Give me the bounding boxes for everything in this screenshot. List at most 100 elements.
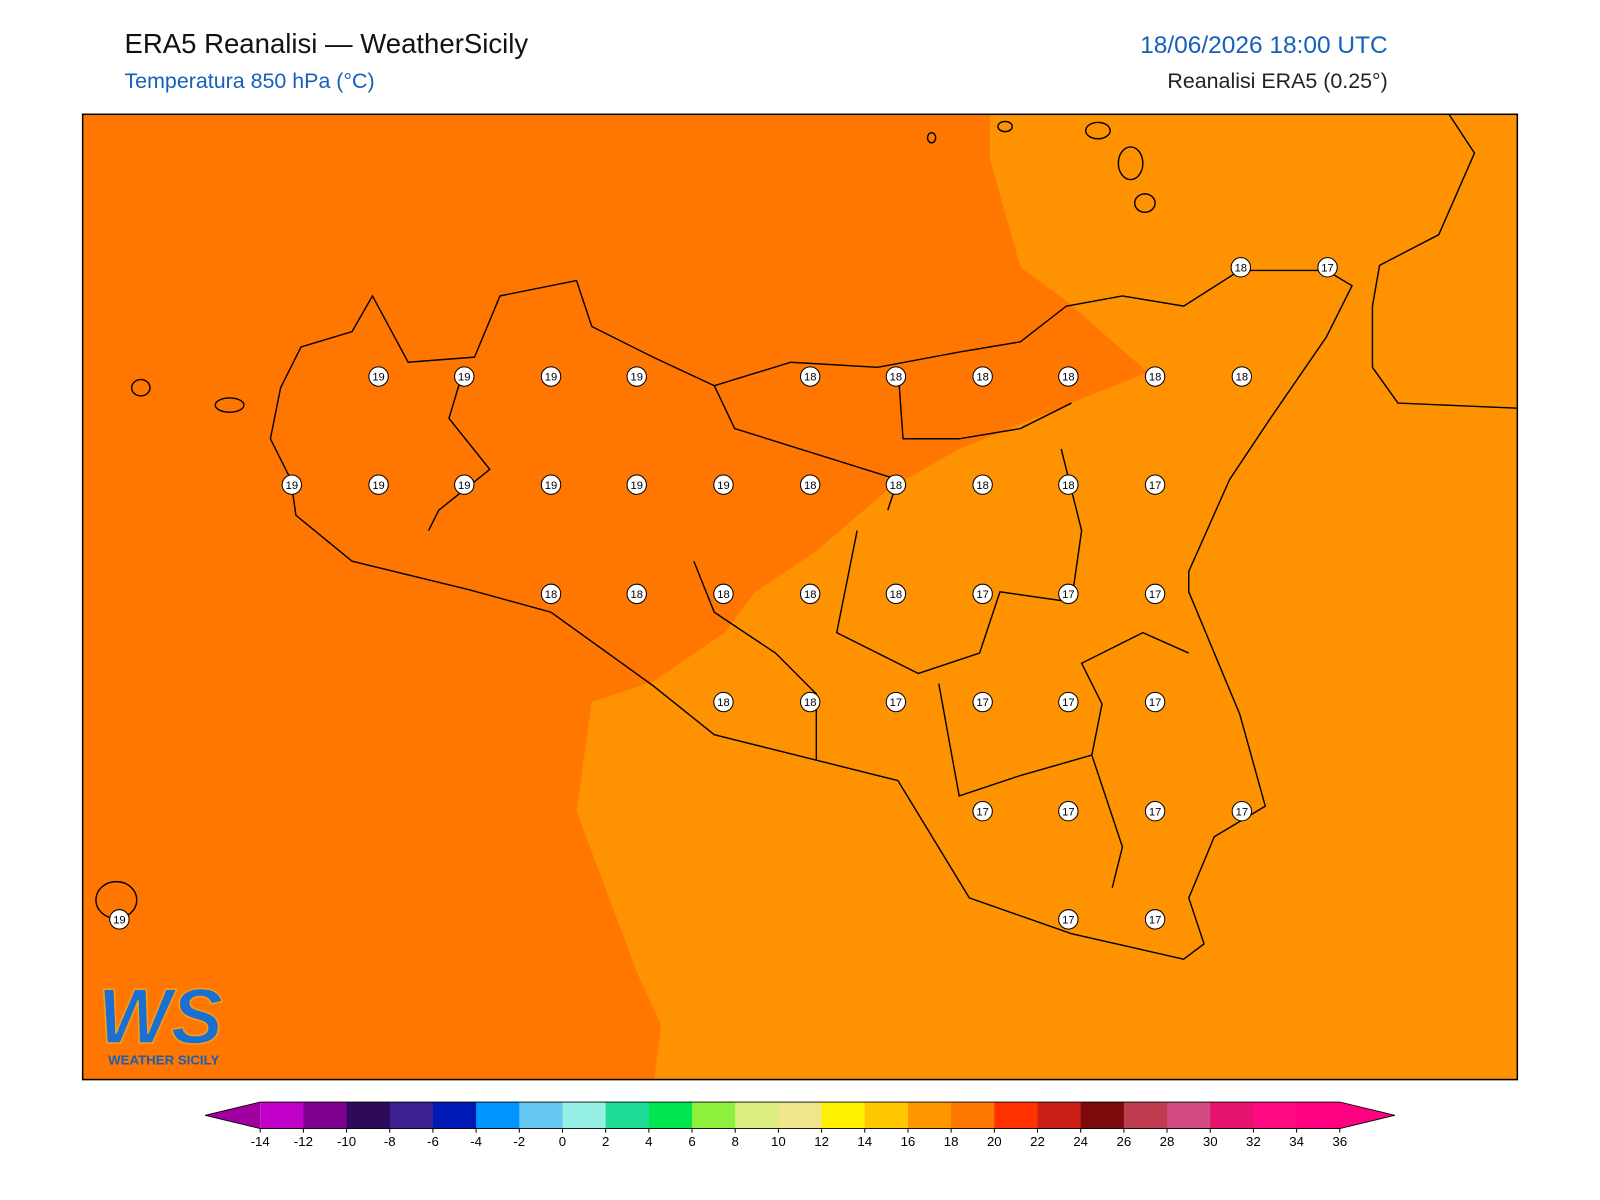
station-value: 18	[1235, 262, 1247, 274]
station-marker	[885, 366, 907, 387]
island	[130, 378, 151, 397]
colorbar-swatch	[1037, 1102, 1082, 1129]
colorbar-swatch	[346, 1102, 391, 1129]
colorbar-swatch	[1123, 1102, 1168, 1129]
station-marker	[1144, 691, 1166, 713]
station-marker	[972, 691, 993, 713]
colorbar-under	[205, 1102, 261, 1129]
station-marker	[368, 474, 389, 495]
station-value: 18	[717, 589, 729, 601]
station-marker	[1144, 801, 1166, 822]
station-marker	[1144, 366, 1166, 387]
station-value: 19	[372, 480, 384, 492]
field-cool	[576, 114, 1518, 1080]
colorbar-tick-label: 18	[944, 1134, 959, 1149]
borders	[427, 367, 1190, 888]
colorbar-swatch	[994, 1102, 1039, 1129]
station-marker	[1144, 474, 1166, 495]
station-marker	[109, 909, 130, 930]
island	[1133, 193, 1156, 213]
colorbar-tick-label: 34	[1289, 1134, 1304, 1149]
station-marker	[540, 366, 562, 387]
colorbar-tick-label: -6	[427, 1134, 439, 1149]
station-value: 19	[458, 480, 470, 492]
colorbar-swatch	[778, 1102, 823, 1129]
colorbar-swatch	[1080, 1102, 1125, 1129]
colorbar-over	[1339, 1102, 1395, 1129]
source: Reanalisi ERA5 (0.25°)	[1167, 69, 1387, 93]
colorbar-tick-label: 0	[559, 1134, 566, 1149]
colorbar-tick-label: -12	[294, 1134, 313, 1149]
station-marker	[713, 691, 734, 713]
colorbar-swatch	[432, 1102, 477, 1129]
colorbar-swatch	[735, 1102, 779, 1129]
station-value: 18	[1149, 372, 1161, 384]
station-value: 19	[630, 480, 642, 492]
station-marker	[885, 691, 907, 713]
colorbar-swatch	[821, 1102, 866, 1129]
station-value: 18	[804, 697, 816, 709]
island	[997, 120, 1013, 133]
station-value: 19	[630, 372, 642, 384]
colorbar-tick-label: -4	[470, 1134, 482, 1149]
station-marker	[540, 583, 562, 605]
colorbar-swatch	[1210, 1102, 1254, 1129]
island	[214, 397, 245, 413]
station-value: 17	[1149, 589, 1161, 601]
station-marker	[626, 474, 647, 495]
colorbar-swatch	[605, 1102, 650, 1129]
island	[926, 131, 937, 144]
colorbar-tick-label: 28	[1160, 1134, 1175, 1149]
colorbar-tick-label: 22	[1030, 1134, 1045, 1149]
station-value: 18	[545, 589, 557, 601]
station-marker	[1230, 257, 1252, 278]
station-marker	[1058, 474, 1079, 495]
colorbar-tick-label: 14	[857, 1134, 872, 1149]
colorbar-tick-label: 26	[1116, 1134, 1131, 1149]
station-value: 18	[804, 589, 816, 601]
station-marker	[1144, 583, 1166, 605]
station-marker	[1317, 257, 1338, 278]
coastline	[269, 269, 1353, 960]
station-value: 17	[976, 806, 988, 818]
island	[1117, 146, 1144, 181]
colorbar-swatch	[389, 1102, 434, 1129]
logo-text: WEATHER SICILY	[108, 1052, 219, 1067]
station-marker	[1058, 801, 1079, 822]
island	[1084, 121, 1111, 140]
station-value: 17	[1062, 589, 1074, 601]
colorbar-tick-label: 4	[645, 1134, 652, 1149]
colorbar-tick-label: 24	[1073, 1134, 1088, 1149]
colorbar-swatch	[1296, 1102, 1341, 1129]
station-marker	[972, 366, 993, 387]
colorbar-tick-label: 6	[688, 1134, 695, 1149]
colorbar-swatch	[519, 1102, 563, 1129]
station-value: 18	[804, 372, 816, 384]
map: WS WEATHER SICILY	[81, 113, 1519, 1081]
station-marker	[454, 474, 475, 495]
station-value: 19	[113, 914, 125, 926]
station-value: 18	[890, 372, 902, 384]
colorbar-tick-label: 10	[771, 1134, 786, 1149]
station-marker	[885, 583, 907, 605]
station-marker	[799, 474, 821, 495]
colorbar-swatch	[303, 1102, 348, 1129]
colorbar-tick-label: 16	[901, 1134, 916, 1149]
colorbar-swatch	[1253, 1102, 1298, 1129]
station-value: 19	[717, 480, 729, 492]
colorbar-tick-label: -8	[384, 1134, 396, 1149]
station-marker	[281, 474, 303, 495]
station-value: 17	[1149, 914, 1161, 926]
station-value: 19	[286, 480, 298, 492]
colorbar-tick-label: -14	[251, 1134, 270, 1149]
station-value: 17	[1062, 806, 1074, 818]
station-value: 17	[1321, 262, 1333, 274]
colorbar-swatch	[864, 1102, 909, 1129]
station-marker	[1231, 366, 1253, 387]
station-marker	[972, 583, 993, 605]
station-value: 19	[545, 372, 557, 384]
station-value: 17	[1149, 697, 1161, 709]
station-marker	[626, 366, 647, 387]
colorbar-tick-label: 30	[1203, 1134, 1218, 1149]
station-value: 19	[458, 372, 470, 384]
